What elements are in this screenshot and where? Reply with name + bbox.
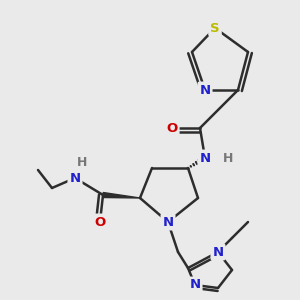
Text: O: O	[167, 122, 178, 134]
Polygon shape	[103, 193, 140, 198]
Text: H: H	[223, 152, 233, 164]
Text: N: N	[189, 278, 201, 292]
Text: S: S	[210, 22, 220, 34]
Text: N: N	[69, 172, 81, 184]
Text: O: O	[94, 215, 106, 229]
Text: N: N	[212, 245, 224, 259]
Text: H: H	[77, 155, 87, 169]
Text: N: N	[162, 215, 174, 229]
Text: N: N	[200, 83, 211, 97]
Text: N: N	[200, 152, 211, 164]
